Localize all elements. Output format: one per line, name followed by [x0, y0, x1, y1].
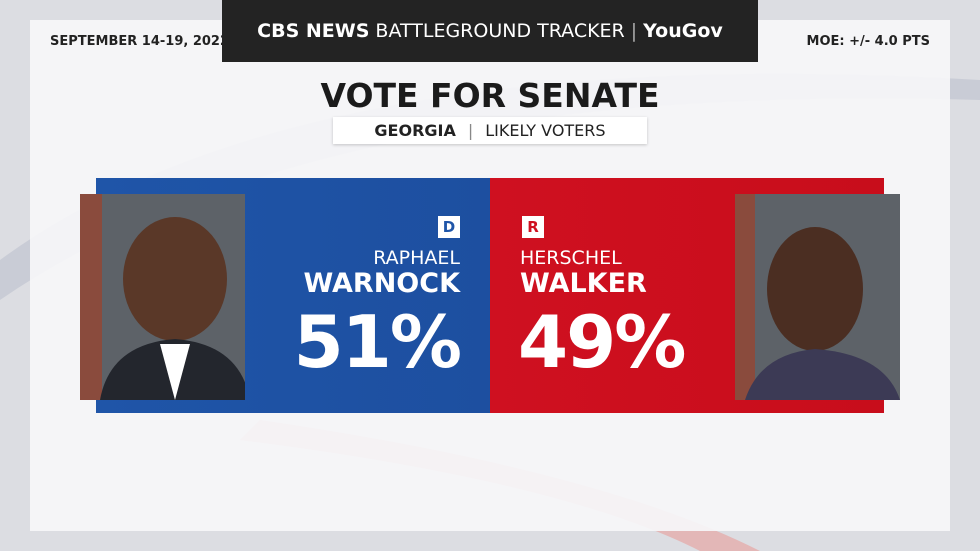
tracker: BATTLEGROUND TRACKER: [375, 20, 625, 42]
party-badge: R: [522, 216, 544, 238]
population: LIKELY VOTERS: [485, 121, 606, 140]
title: VOTE FOR SENATE: [320, 76, 660, 115]
margin-of-error: MOE: +/- 4.0 PTS: [806, 34, 930, 49]
divider: |: [467, 121, 474, 140]
vote-share: 51%: [293, 300, 462, 384]
brand: CBS NEWS: [257, 20, 370, 42]
party-badge: D: [438, 216, 460, 238]
last-name: WALKER: [520, 268, 647, 299]
first-name: HERSCHEL: [520, 247, 622, 269]
subtitle: GEORGIA | LIKELY VOTERS: [333, 117, 647, 144]
poll-date: SEPTEMBER 14-19, 2022: [50, 34, 230, 49]
last-name: WARNOCK: [303, 268, 460, 299]
divider: |: [630, 20, 638, 42]
partner: YouGov: [643, 20, 723, 42]
vote-share: 49%: [518, 300, 686, 384]
state: GEORGIA: [374, 121, 456, 140]
header-bar: CBS NEWS BATTLEGROUND TRACKER | YouGov: [222, 0, 758, 62]
candidate-photo: [735, 194, 900, 400]
first-name: RAPHAEL: [373, 247, 460, 269]
candidate-photo: [80, 194, 245, 400]
